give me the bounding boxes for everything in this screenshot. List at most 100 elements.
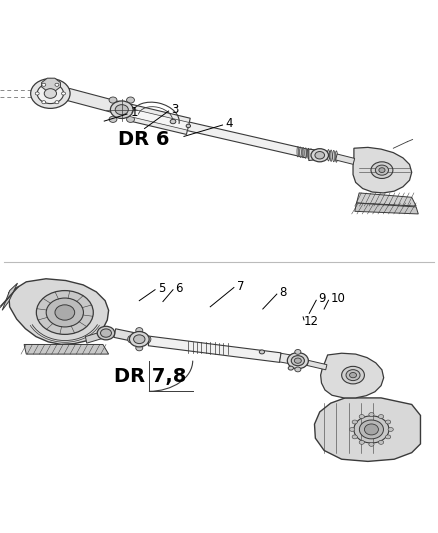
Polygon shape (2, 283, 18, 310)
Polygon shape (314, 398, 420, 462)
Ellipse shape (350, 427, 355, 431)
Polygon shape (85, 330, 109, 343)
Ellipse shape (375, 165, 389, 175)
Text: 10: 10 (330, 293, 345, 305)
Polygon shape (279, 353, 299, 365)
Ellipse shape (364, 424, 378, 435)
Ellipse shape (305, 148, 307, 158)
Ellipse shape (109, 97, 117, 103)
Ellipse shape (388, 427, 393, 431)
Polygon shape (127, 104, 190, 134)
Ellipse shape (36, 290, 93, 334)
Ellipse shape (352, 420, 357, 424)
Ellipse shape (145, 336, 151, 343)
Text: 1: 1 (131, 106, 138, 119)
Ellipse shape (310, 149, 312, 159)
Polygon shape (42, 78, 60, 91)
Ellipse shape (35, 92, 39, 95)
Ellipse shape (128, 336, 133, 343)
Text: 12: 12 (304, 315, 319, 328)
Ellipse shape (359, 415, 364, 418)
Ellipse shape (46, 298, 83, 327)
Ellipse shape (359, 440, 364, 445)
Ellipse shape (369, 413, 374, 416)
Polygon shape (309, 149, 334, 160)
Polygon shape (187, 122, 307, 158)
Ellipse shape (136, 345, 143, 351)
Polygon shape (355, 203, 418, 214)
Ellipse shape (55, 83, 59, 86)
Ellipse shape (378, 440, 384, 445)
Ellipse shape (371, 162, 393, 179)
Ellipse shape (342, 366, 364, 384)
Ellipse shape (385, 435, 391, 439)
Ellipse shape (97, 326, 115, 340)
Text: 7: 7 (237, 280, 244, 293)
Text: 6: 6 (175, 282, 183, 295)
Ellipse shape (186, 124, 191, 128)
Ellipse shape (31, 78, 70, 108)
Polygon shape (321, 353, 384, 398)
Ellipse shape (170, 119, 176, 124)
Ellipse shape (61, 92, 66, 95)
Ellipse shape (136, 328, 143, 333)
Ellipse shape (127, 97, 134, 103)
Polygon shape (128, 109, 189, 130)
Text: 3: 3 (171, 103, 178, 116)
Polygon shape (357, 193, 416, 206)
Ellipse shape (288, 366, 293, 370)
Ellipse shape (302, 147, 304, 158)
Polygon shape (114, 329, 137, 342)
Text: DR 7,8: DR 7,8 (114, 367, 186, 386)
Ellipse shape (333, 150, 335, 162)
Ellipse shape (109, 116, 117, 123)
Polygon shape (148, 336, 281, 362)
Ellipse shape (359, 420, 384, 439)
Ellipse shape (100, 329, 111, 337)
Ellipse shape (315, 151, 325, 159)
Ellipse shape (369, 442, 374, 446)
Ellipse shape (295, 367, 301, 372)
Ellipse shape (307, 148, 309, 159)
Text: 8: 8 (279, 286, 287, 300)
Ellipse shape (385, 420, 391, 424)
Ellipse shape (42, 83, 46, 86)
Ellipse shape (297, 147, 299, 157)
Ellipse shape (259, 350, 265, 354)
Ellipse shape (294, 358, 301, 364)
Ellipse shape (336, 151, 338, 162)
Ellipse shape (110, 101, 133, 118)
Ellipse shape (350, 373, 357, 378)
Ellipse shape (130, 332, 149, 347)
Ellipse shape (330, 150, 332, 161)
Ellipse shape (291, 356, 304, 366)
Ellipse shape (327, 150, 330, 161)
Text: DR 6: DR 6 (118, 130, 170, 149)
Polygon shape (353, 147, 412, 193)
Ellipse shape (346, 370, 360, 381)
Ellipse shape (352, 435, 357, 439)
Polygon shape (66, 88, 119, 114)
Ellipse shape (55, 101, 59, 104)
Ellipse shape (354, 416, 389, 443)
Text: 5: 5 (158, 282, 165, 295)
Ellipse shape (115, 104, 128, 115)
Ellipse shape (134, 335, 145, 344)
Polygon shape (24, 344, 109, 354)
Ellipse shape (44, 88, 57, 98)
Ellipse shape (300, 147, 301, 157)
Ellipse shape (379, 168, 385, 173)
Ellipse shape (287, 352, 308, 369)
Ellipse shape (311, 149, 328, 162)
Ellipse shape (37, 84, 64, 103)
Ellipse shape (55, 305, 74, 320)
Polygon shape (307, 360, 327, 370)
Ellipse shape (378, 415, 384, 418)
Text: 4: 4 (226, 117, 233, 130)
Ellipse shape (295, 350, 301, 354)
Ellipse shape (42, 101, 46, 104)
Ellipse shape (127, 116, 134, 123)
Polygon shape (9, 279, 109, 344)
Polygon shape (336, 154, 355, 164)
Text: 9: 9 (318, 293, 325, 305)
